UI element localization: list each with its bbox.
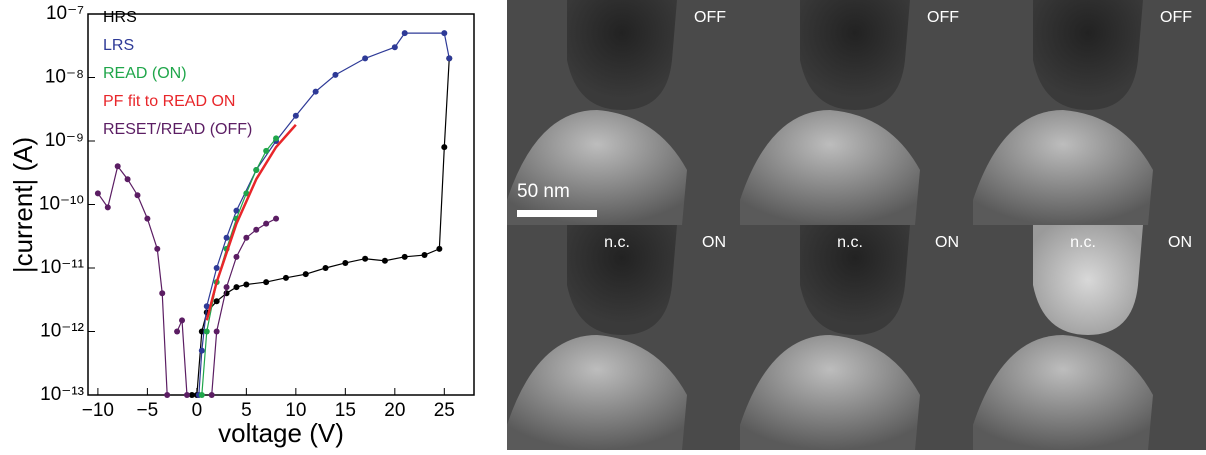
y-tick-label: 10⁻⁸ [45,67,84,88]
series-line [202,138,276,395]
y-tick-label: 10⁻¹⁰ [39,194,84,215]
data-point [283,275,289,281]
panel-note: n.c. [837,234,863,251]
data-point [134,192,140,198]
data-point [273,216,279,222]
data-point [392,44,398,50]
panel-note: n.c. [1070,234,1096,251]
x-axis-label: voltage (V) [218,418,344,448]
data-point [253,167,259,173]
panel-label: OFF [694,9,726,26]
series-line [207,125,296,321]
scale-bar-label: 50 nm [517,181,570,202]
data-point [144,216,150,222]
y-axis-label: |current| (A) [8,137,38,273]
data-point [174,329,180,335]
probe-tip [1033,0,1143,110]
figure: |current| (A) voltage (V) −10 −5 0 5 10 15 20 2… [0,0,1206,450]
x-tick-label: −10 [82,400,114,421]
data-point [273,135,279,141]
series-line [212,219,276,395]
data-point [243,235,249,241]
data-point [263,148,269,154]
data-point [125,176,131,182]
y-tick-label: 10⁻⁹ [45,130,84,151]
data-point [209,392,215,398]
data-point [214,265,220,271]
data-point [441,30,447,36]
data-point [154,246,160,252]
data-point [362,55,368,61]
legend-entry: LRS [103,37,134,54]
x-tick-label: 20 [384,400,405,421]
x-tick-label: 0 [192,400,203,421]
scale-bar [517,210,597,217]
y-tick-label: 10⁻¹³ [40,384,84,405]
data-point [224,284,230,290]
x-tick-label: 15 [335,400,356,421]
data-point [214,298,220,304]
image-panel: ON n.c. [973,225,1206,450]
data-point [263,221,269,227]
y-tick-label: 10⁻¹² [40,321,84,342]
panel-label: ON [935,234,959,251]
data-point [422,252,428,258]
data-point [184,392,190,398]
data-point [332,72,338,78]
data-point [164,392,170,398]
panel-label: OFF [927,9,959,26]
data-point [323,265,329,271]
data-point [362,256,368,262]
legend-entry: RESET/READ (OFF) [103,121,252,138]
legend-entry: READ (ON) [103,65,187,82]
data-point [313,89,319,95]
data-point [441,144,447,150]
data-point [199,348,205,354]
probe-tip [567,0,677,110]
image-panel: ON n.c. [740,225,973,450]
data-point [342,260,348,266]
data-point [402,254,408,260]
x-tick-label: 5 [241,400,252,421]
data-point [224,235,230,241]
data-point [382,258,388,264]
image-panel: OFF [973,0,1206,225]
image-panel: OFF [740,0,973,225]
panel-note: n.c. [604,234,630,251]
data-point [199,392,205,398]
data-point [105,204,111,210]
data-point [95,190,101,196]
x-tick-label: 10 [285,400,306,421]
image-panel: ON n.c. [507,225,740,450]
data-point [263,279,269,285]
panel-label: OFF [1160,9,1192,26]
legend-entry: PF fit to READ ON [103,93,235,110]
x-tick-label: −5 [137,400,159,421]
data-point [253,227,259,233]
data-point [214,329,220,335]
legend-entry: HRS [103,9,137,26]
data-point [293,113,299,119]
data-point [115,163,121,169]
data-point [233,254,239,260]
data-point [204,329,210,335]
probe-tip [800,0,910,110]
series-line [199,33,449,395]
data-point [243,281,249,287]
data-point [179,317,185,323]
data-point [159,290,165,296]
data-point [233,284,239,290]
panel-label: ON [702,234,726,251]
data-point [303,271,309,277]
y-tick-label: 10⁻¹¹ [40,257,84,278]
image-panel: OFF 50 nm [507,0,740,225]
y-tick-label: 10⁻⁷ [46,3,84,24]
x-tick-label: 25 [434,400,455,421]
panel-label: ON [1168,234,1192,251]
data-point [402,30,408,36]
series-line [98,166,167,395]
data-point [436,246,442,252]
data-point [446,55,452,61]
